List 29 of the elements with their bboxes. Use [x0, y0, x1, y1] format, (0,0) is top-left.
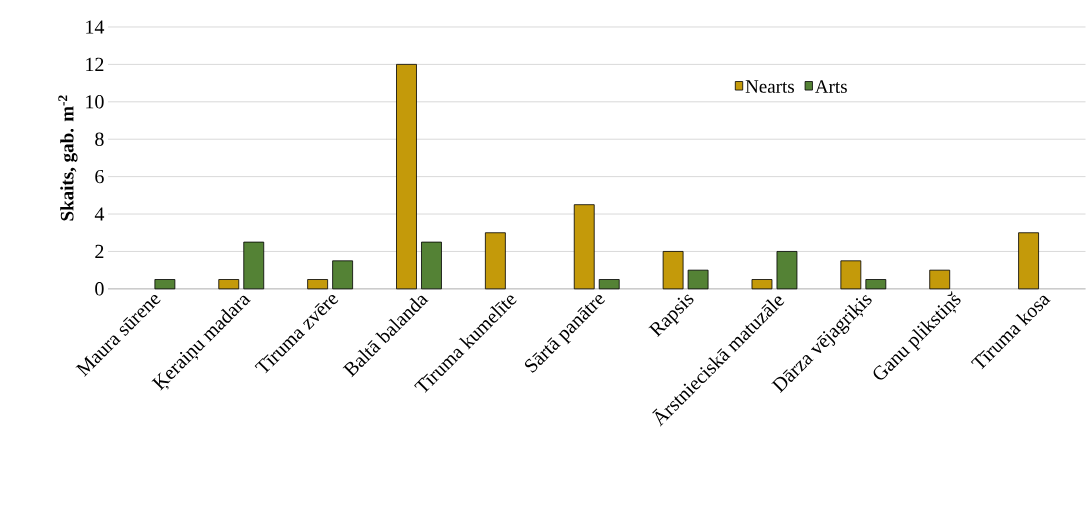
bar: [218, 279, 240, 290]
y-tick-label: 6: [95, 170, 104, 184]
bar: [840, 260, 862, 290]
y-tick-label: 4: [94, 207, 105, 221]
bar: [243, 241, 265, 290]
bar: [421, 241, 442, 290]
bar: [484, 232, 506, 290]
y-axis-title: Skaits, gab. m$^{-2}$: [58, 95, 78, 221]
y-tick-label: 12: [86, 57, 104, 72]
bar: [332, 260, 354, 290]
y-tick-label: 14: [86, 20, 105, 34]
bar: [751, 279, 773, 290]
bar: [865, 279, 887, 290]
bar: [154, 279, 176, 290]
legend-label: Arts: [815, 80, 847, 94]
bar: [662, 251, 684, 290]
bar: [776, 251, 798, 290]
y-tick-label: 8: [95, 132, 104, 147]
y-tick-label: 10: [86, 95, 104, 109]
bar: [687, 269, 709, 290]
y-tick-label: 2: [95, 244, 104, 259]
bar: [396, 64, 417, 290]
legend-label: Nearts: [745, 80, 794, 93]
bar: [598, 279, 620, 290]
bar: [573, 204, 595, 290]
bar: [929, 269, 951, 290]
bar: [307, 279, 329, 290]
bar: [1018, 232, 1039, 290]
y-tick-label: 0: [95, 282, 104, 296]
